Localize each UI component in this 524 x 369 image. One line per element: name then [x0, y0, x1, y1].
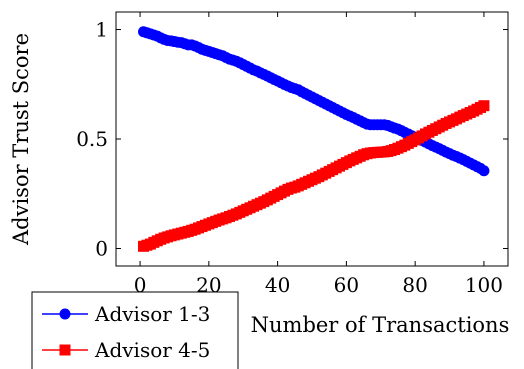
x-axis-label: Number of Transactions — [251, 313, 510, 337]
series-advisor-1-3 — [138, 26, 489, 176]
y-axis-label: Advisor Trust Score — [9, 33, 33, 246]
data-point-advisor-1-3 — [478, 165, 489, 176]
legend-label-advisor-4-5: Advisor 4-5 — [94, 338, 210, 362]
x-tick-label: 100 — [465, 273, 503, 297]
legend-marker-circle-icon — [60, 309, 71, 320]
y-tick-label: 0.5 — [76, 127, 108, 151]
y-tick-label: 0 — [95, 236, 108, 260]
plot-frame — [116, 12, 508, 266]
series-advisor-4-5 — [138, 100, 489, 252]
legend: Advisor 1-3 Advisor 4-5 — [32, 292, 238, 369]
legend-label-advisor-1-3: Advisor 1-3 — [94, 302, 210, 326]
legend-marker-square-icon — [60, 345, 71, 356]
x-tick-label: 80 — [402, 273, 427, 297]
series-layer — [138, 26, 489, 252]
y-tick-label: 1 — [95, 18, 108, 42]
x-tick-label: 40 — [265, 273, 290, 297]
data-point-advisor-4-5 — [478, 100, 489, 111]
x-tick-label: 60 — [334, 273, 359, 297]
